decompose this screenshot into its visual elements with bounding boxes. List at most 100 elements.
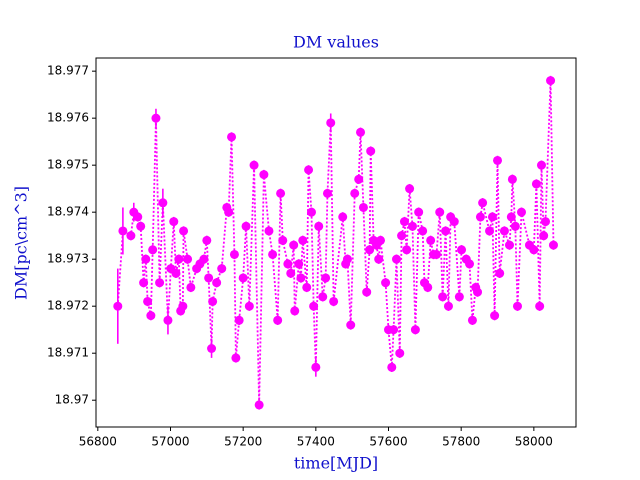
data-point <box>290 306 300 316</box>
data-point <box>358 202 368 212</box>
data-point <box>143 296 153 306</box>
chart-title: DM values <box>293 33 379 52</box>
data-point <box>342 254 352 264</box>
data-point <box>318 292 328 302</box>
data-point <box>326 118 336 128</box>
data-point <box>304 165 314 175</box>
data-point <box>397 231 407 241</box>
data-point <box>505 240 515 250</box>
data-point <box>309 301 319 311</box>
data-point <box>306 207 316 217</box>
data-point <box>387 362 397 372</box>
data-point <box>178 301 188 311</box>
data-point <box>546 76 556 86</box>
data-point <box>273 315 283 325</box>
data-point <box>249 160 259 170</box>
y-tick-label: 18.975 <box>47 158 89 172</box>
x-tick-label: 57000 <box>151 435 189 449</box>
data-point <box>435 207 445 217</box>
data-point <box>234 315 244 325</box>
data-point <box>495 268 505 278</box>
data-point <box>487 212 497 222</box>
data-point <box>146 311 156 321</box>
data-point <box>510 221 520 231</box>
data-point <box>443 301 453 311</box>
data-point <box>418 226 428 236</box>
data-point <box>346 320 356 330</box>
data-point <box>536 160 546 170</box>
data-point <box>321 273 331 283</box>
data-point <box>405 184 415 194</box>
data-point <box>374 254 384 264</box>
data-point <box>311 362 321 372</box>
y-tick-label: 18.973 <box>47 252 89 266</box>
data-point <box>208 296 218 306</box>
data-point <box>136 221 146 231</box>
data-point <box>531 179 541 189</box>
x-tick-label: 57400 <box>297 435 335 449</box>
data-point <box>204 273 214 283</box>
data-point <box>423 282 433 292</box>
plot-frame <box>95 57 577 428</box>
data-point <box>302 282 312 292</box>
y-tick-label: 18.971 <box>47 346 89 360</box>
data-point <box>407 221 417 231</box>
data-point <box>329 296 339 306</box>
data-point <box>539 231 549 241</box>
data-point <box>314 221 324 231</box>
data-point <box>286 268 296 278</box>
data-point <box>365 245 375 255</box>
data-point <box>399 217 409 227</box>
data-point <box>259 170 269 180</box>
data-point <box>179 226 189 236</box>
y-tick-label: 18.974 <box>47 205 89 219</box>
data-point <box>356 127 366 137</box>
data-point <box>231 353 241 363</box>
data-point <box>212 278 222 288</box>
data-point <box>441 226 451 236</box>
data-point <box>457 245 467 255</box>
data-point <box>113 301 123 311</box>
data-point <box>174 254 184 264</box>
data-point <box>151 113 161 123</box>
data-point <box>381 278 391 288</box>
data-point <box>268 249 278 259</box>
data-point <box>254 400 264 410</box>
data-point <box>278 235 288 245</box>
data-point <box>506 212 516 222</box>
data-point <box>296 273 306 283</box>
data-point <box>402 245 412 255</box>
data-point <box>264 226 274 236</box>
data-point <box>362 287 372 297</box>
data-point <box>338 212 348 222</box>
data-point <box>148 245 158 255</box>
data-point <box>202 235 212 245</box>
data-point <box>227 132 237 142</box>
data-point <box>366 146 376 156</box>
data-point <box>126 231 136 241</box>
data-point <box>241 221 251 231</box>
data-point <box>276 188 286 198</box>
data-point <box>199 254 209 264</box>
x-axis-label: time[MJD] <box>294 454 378 473</box>
data-point <box>431 249 441 259</box>
data-point <box>294 259 304 269</box>
y-axis-label: DM[pc\cm^3] <box>12 186 31 300</box>
data-point <box>465 259 475 269</box>
data-point <box>395 348 405 358</box>
data-point <box>490 311 500 321</box>
data-point <box>207 343 217 353</box>
y-tick-label: 18.977 <box>47 64 89 78</box>
data-point <box>155 278 165 288</box>
data-point <box>473 287 483 297</box>
data-point <box>426 235 436 245</box>
data-point <box>516 207 526 217</box>
data-point <box>548 240 558 250</box>
data-point <box>169 217 179 227</box>
data-point <box>540 217 550 227</box>
data-point <box>389 325 399 335</box>
data-point <box>410 325 420 335</box>
data-point <box>449 217 459 227</box>
